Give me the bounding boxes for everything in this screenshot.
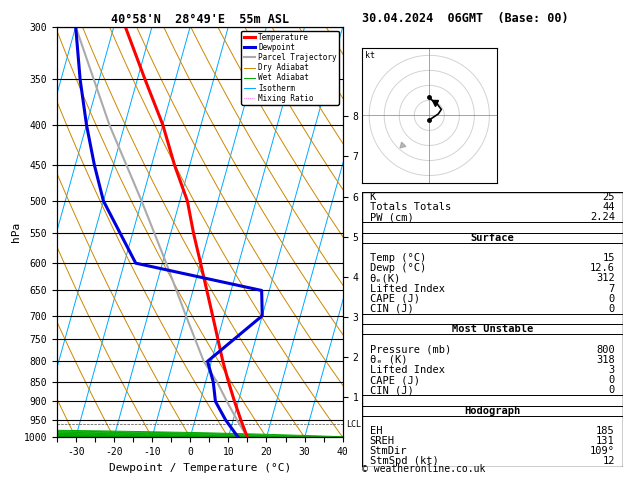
Text: 109°: 109° bbox=[590, 446, 615, 456]
Text: Pressure (mb): Pressure (mb) bbox=[369, 345, 451, 355]
Text: 2.24: 2.24 bbox=[590, 212, 615, 223]
Text: 44: 44 bbox=[603, 202, 615, 212]
Text: 0: 0 bbox=[609, 385, 615, 395]
Text: 25: 25 bbox=[603, 192, 615, 202]
Text: CIN (J): CIN (J) bbox=[369, 304, 413, 314]
Text: 185: 185 bbox=[596, 426, 615, 436]
Text: 318: 318 bbox=[596, 355, 615, 365]
Title: 40°58'N  28°49'E  55m ASL: 40°58'N 28°49'E 55m ASL bbox=[111, 13, 289, 26]
Text: Most Unstable: Most Unstable bbox=[452, 324, 533, 334]
Text: SREH: SREH bbox=[369, 436, 394, 446]
Text: 7: 7 bbox=[609, 284, 615, 294]
Text: Temp (°C): Temp (°C) bbox=[369, 253, 426, 263]
Text: Totals Totals: Totals Totals bbox=[369, 202, 451, 212]
Text: 131: 131 bbox=[596, 436, 615, 446]
Text: 800: 800 bbox=[596, 345, 615, 355]
Y-axis label: km
ASL: km ASL bbox=[372, 210, 389, 232]
Text: EH: EH bbox=[369, 426, 382, 436]
Text: 0: 0 bbox=[609, 304, 615, 314]
Text: 312: 312 bbox=[596, 274, 615, 283]
Text: Hodograph: Hodograph bbox=[464, 406, 520, 416]
Text: PW (cm): PW (cm) bbox=[369, 212, 413, 223]
Text: 0: 0 bbox=[609, 294, 615, 304]
X-axis label: Dewpoint / Temperature (°C): Dewpoint / Temperature (°C) bbox=[109, 463, 291, 473]
Text: θₑ(K): θₑ(K) bbox=[369, 274, 401, 283]
Text: Lifted Index: Lifted Index bbox=[369, 284, 445, 294]
Y-axis label: hPa: hPa bbox=[11, 222, 21, 242]
Text: 12: 12 bbox=[603, 456, 615, 467]
Text: CAPE (J): CAPE (J) bbox=[369, 294, 420, 304]
Text: 0: 0 bbox=[609, 375, 615, 385]
Text: θₑ (K): θₑ (K) bbox=[369, 355, 407, 365]
Legend: Temperature, Dewpoint, Parcel Trajectory, Dry Adiabat, Wet Adiabat, Isotherm, Mi: Temperature, Dewpoint, Parcel Trajectory… bbox=[242, 31, 339, 105]
Text: StmDir: StmDir bbox=[369, 446, 407, 456]
Text: 3: 3 bbox=[609, 365, 615, 375]
Text: CAPE (J): CAPE (J) bbox=[369, 375, 420, 385]
Text: 15: 15 bbox=[603, 253, 615, 263]
Text: © weatheronline.co.uk: © weatheronline.co.uk bbox=[362, 464, 485, 474]
Text: Lifted Index: Lifted Index bbox=[369, 365, 445, 375]
Text: CIN (J): CIN (J) bbox=[369, 385, 413, 395]
Text: 30.04.2024  06GMT  (Base: 00): 30.04.2024 06GMT (Base: 00) bbox=[362, 12, 568, 25]
Text: 12.6: 12.6 bbox=[590, 263, 615, 273]
Text: K: K bbox=[369, 192, 376, 202]
Text: StmSpd (kt): StmSpd (kt) bbox=[369, 456, 438, 467]
Text: Surface: Surface bbox=[470, 233, 514, 243]
Text: Dewp (°C): Dewp (°C) bbox=[369, 263, 426, 273]
Text: LCL: LCL bbox=[346, 420, 360, 429]
Text: kt: kt bbox=[365, 52, 375, 60]
